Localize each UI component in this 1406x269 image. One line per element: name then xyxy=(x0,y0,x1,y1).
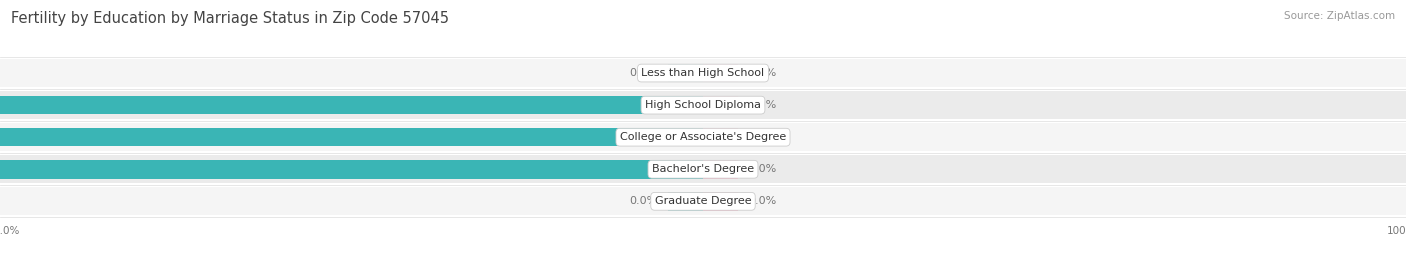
Bar xyxy=(0,91,1406,119)
Bar xyxy=(703,160,738,179)
Bar xyxy=(0,96,703,114)
Bar xyxy=(703,96,738,114)
Text: Fertility by Education by Marriage Status in Zip Code 57045: Fertility by Education by Marriage Statu… xyxy=(11,11,450,26)
Bar xyxy=(703,128,738,147)
Bar xyxy=(0,59,1406,87)
Bar xyxy=(0,155,1406,183)
Bar xyxy=(703,64,738,82)
Text: 0.0%: 0.0% xyxy=(749,164,778,174)
Bar xyxy=(703,192,738,211)
Text: 0.0%: 0.0% xyxy=(749,132,778,142)
Text: 0.0%: 0.0% xyxy=(628,196,657,206)
Bar xyxy=(0,160,703,179)
Bar xyxy=(0,187,1406,215)
Text: Bachelor's Degree: Bachelor's Degree xyxy=(652,164,754,174)
Text: Graduate Degree: Graduate Degree xyxy=(655,196,751,206)
Text: High School Diploma: High School Diploma xyxy=(645,100,761,110)
Text: 0.0%: 0.0% xyxy=(749,100,778,110)
Bar xyxy=(668,192,703,211)
Text: Source: ZipAtlas.com: Source: ZipAtlas.com xyxy=(1284,11,1395,21)
Text: Less than High School: Less than High School xyxy=(641,68,765,78)
Bar xyxy=(668,64,703,82)
Text: 0.0%: 0.0% xyxy=(749,68,778,78)
Text: 0.0%: 0.0% xyxy=(628,68,657,78)
Bar xyxy=(0,123,1406,151)
Text: 0.0%: 0.0% xyxy=(749,196,778,206)
Bar xyxy=(0,128,703,147)
Text: College or Associate's Degree: College or Associate's Degree xyxy=(620,132,786,142)
